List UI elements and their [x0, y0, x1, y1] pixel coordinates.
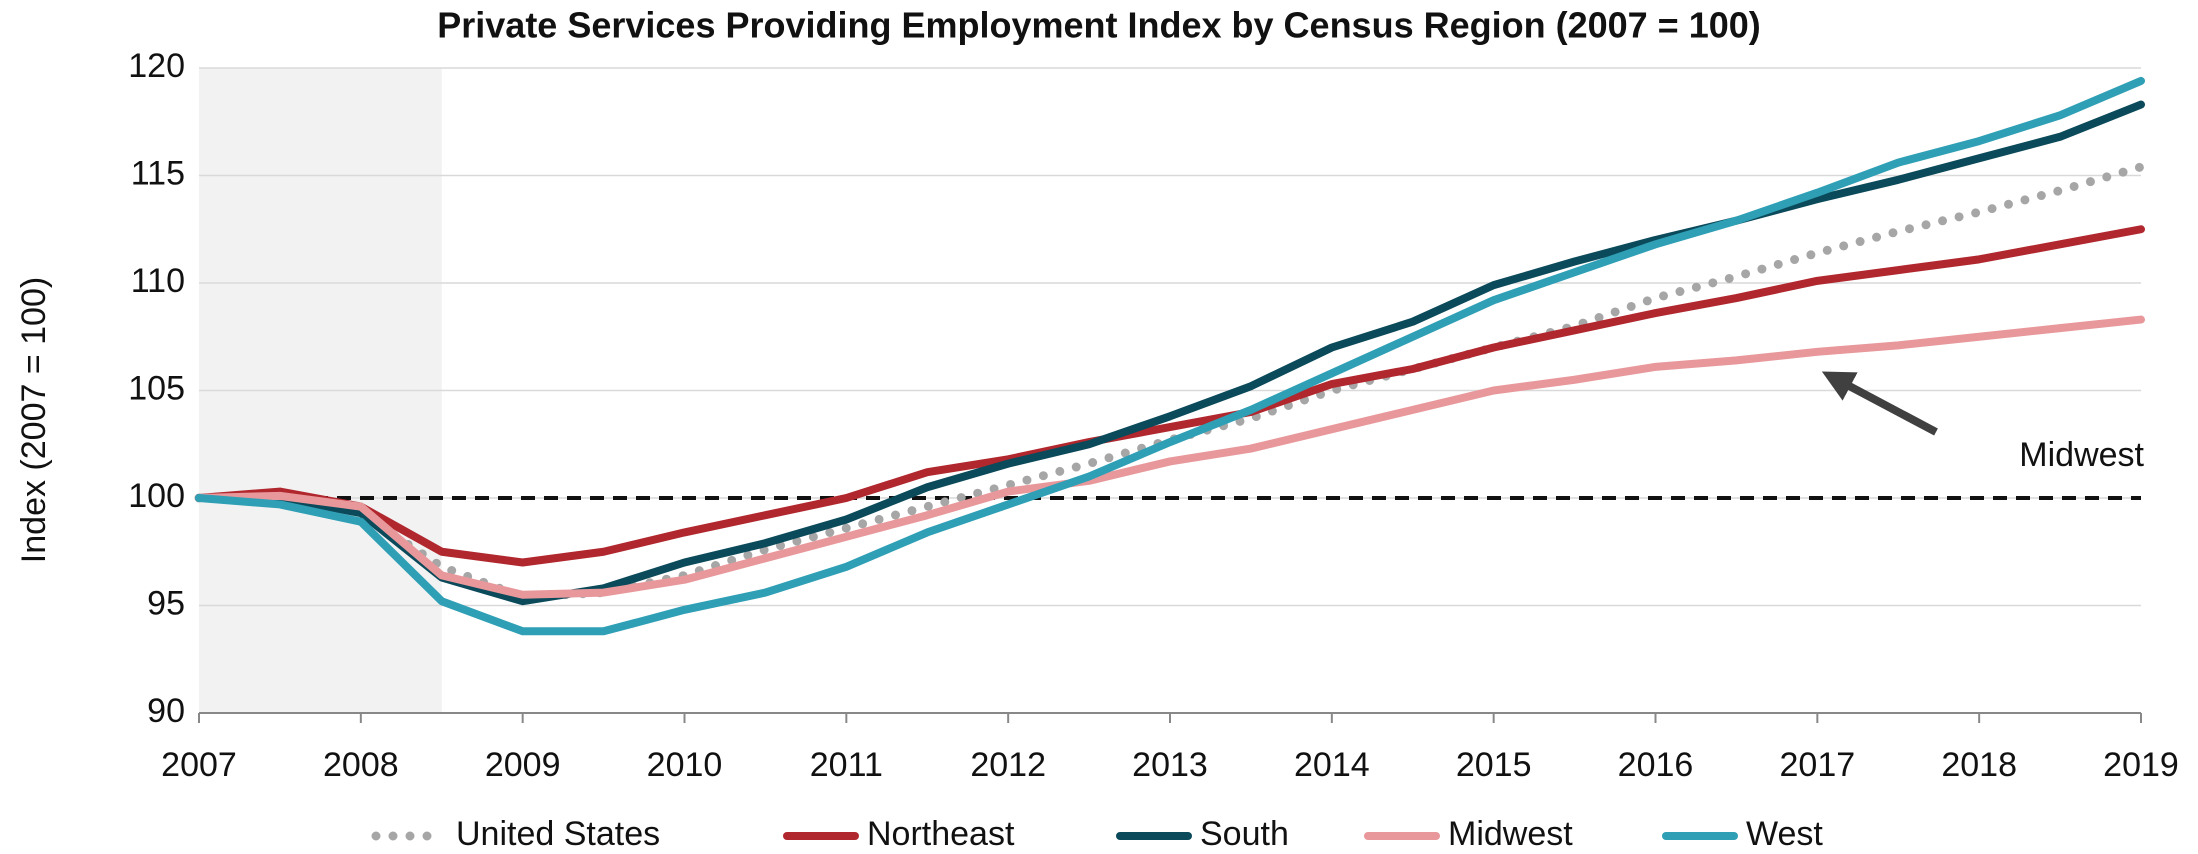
x-tick-label: 2011 — [810, 746, 883, 784]
x-tick-label: 2008 — [323, 746, 399, 784]
y-tick-label: 115 — [131, 154, 185, 192]
y-tick-label: 105 — [128, 369, 185, 407]
x-tick-label: 2016 — [1618, 746, 1694, 784]
annotation-arrow — [1821, 371, 1938, 436]
y-tick-label: 110 — [131, 262, 185, 300]
x-tick-label: 2014 — [1294, 746, 1370, 784]
y-tick-label: 120 — [128, 47, 185, 85]
y-axis-label: Index (2007 = 100) — [15, 277, 53, 563]
legend-label: United States — [456, 815, 660, 853]
y-tick-label: 95 — [147, 584, 185, 622]
x-tick-label: 2012 — [970, 746, 1046, 784]
x-tick-label: 2010 — [647, 746, 723, 784]
series-line — [195, 225, 2145, 567]
x-tick-label: 2007 — [161, 746, 237, 784]
y-tick-label: 100 — [128, 477, 185, 515]
x-tick-label: 2015 — [1456, 746, 1532, 784]
legend-label: West — [1746, 815, 1823, 853]
x-tick-label: 2017 — [1780, 746, 1856, 784]
series-line — [195, 100, 2145, 606]
x-tick-label: 2018 — [1941, 746, 2017, 784]
x-tick-label: 2019 — [2103, 746, 2179, 784]
legend-label: Midwest — [1448, 815, 1573, 853]
legend-label: Northeast — [867, 815, 1015, 853]
series-line — [195, 76, 2145, 636]
y-tick-label: 90 — [147, 692, 185, 730]
annotation: Midwest — [2019, 436, 2144, 474]
chart-title: Private Services Providing Employment In… — [437, 5, 1761, 46]
x-tick-label: 2013 — [1132, 746, 1208, 784]
legend-label: South — [1200, 815, 1289, 853]
series-line — [195, 315, 2145, 599]
x-tick-label: 2009 — [485, 746, 561, 784]
